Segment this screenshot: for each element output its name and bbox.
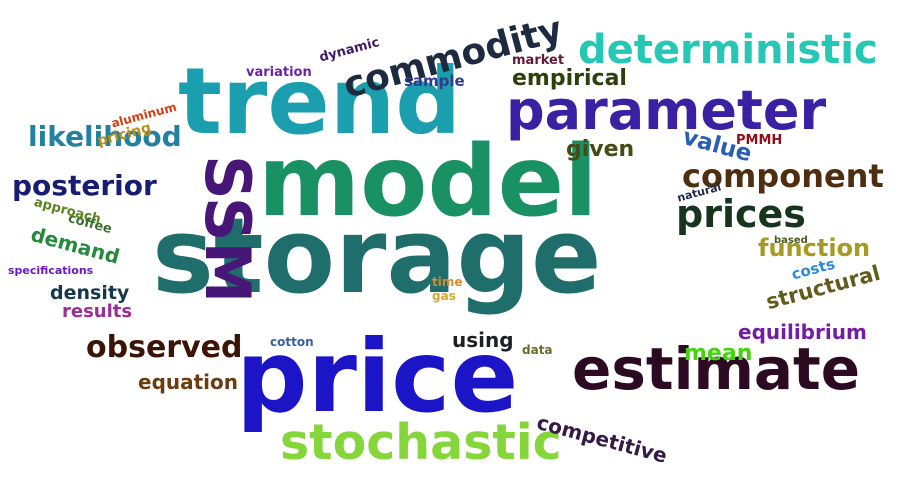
word-pmmh: PMMH	[736, 133, 783, 148]
word-specifications: specifications	[8, 264, 94, 277]
word-ssm: SSM	[191, 155, 264, 304]
word-based: based	[774, 235, 808, 246]
word-results: results	[62, 301, 133, 322]
word-equilibrium: equilibrium	[738, 320, 867, 344]
word-function: function	[758, 234, 871, 262]
word-likelihood: likelihood	[28, 120, 182, 153]
word-variation: variation	[246, 65, 312, 80]
word-posterior: posterior	[12, 169, 157, 202]
word-parameter: parameter	[506, 79, 827, 142]
word-time: time	[432, 275, 463, 289]
word-mean: mean	[684, 341, 753, 366]
word-model: model	[258, 125, 598, 239]
word-equation: equation	[138, 370, 239, 394]
word-component: component	[682, 157, 884, 195]
word-gas: gas	[432, 289, 456, 303]
word-prices: prices	[676, 192, 806, 236]
word-stochastic: stochastic	[280, 414, 562, 471]
word-market: market	[512, 53, 565, 68]
word-density: density	[50, 282, 130, 304]
word-sample: sample	[404, 72, 465, 90]
word-trend: trend	[178, 48, 462, 155]
word-price: price	[236, 318, 519, 435]
word-deterministic: deterministic	[578, 27, 878, 73]
word-cotton: cotton	[270, 335, 314, 349]
word-given: given	[566, 137, 635, 162]
word-data: data	[522, 343, 553, 357]
word-storage: storage	[152, 195, 602, 317]
word-estimate: estimate	[572, 335, 861, 403]
word-empirical: empirical	[512, 66, 627, 91]
word-observed: observed	[86, 330, 243, 365]
word-using: using	[452, 328, 514, 352]
